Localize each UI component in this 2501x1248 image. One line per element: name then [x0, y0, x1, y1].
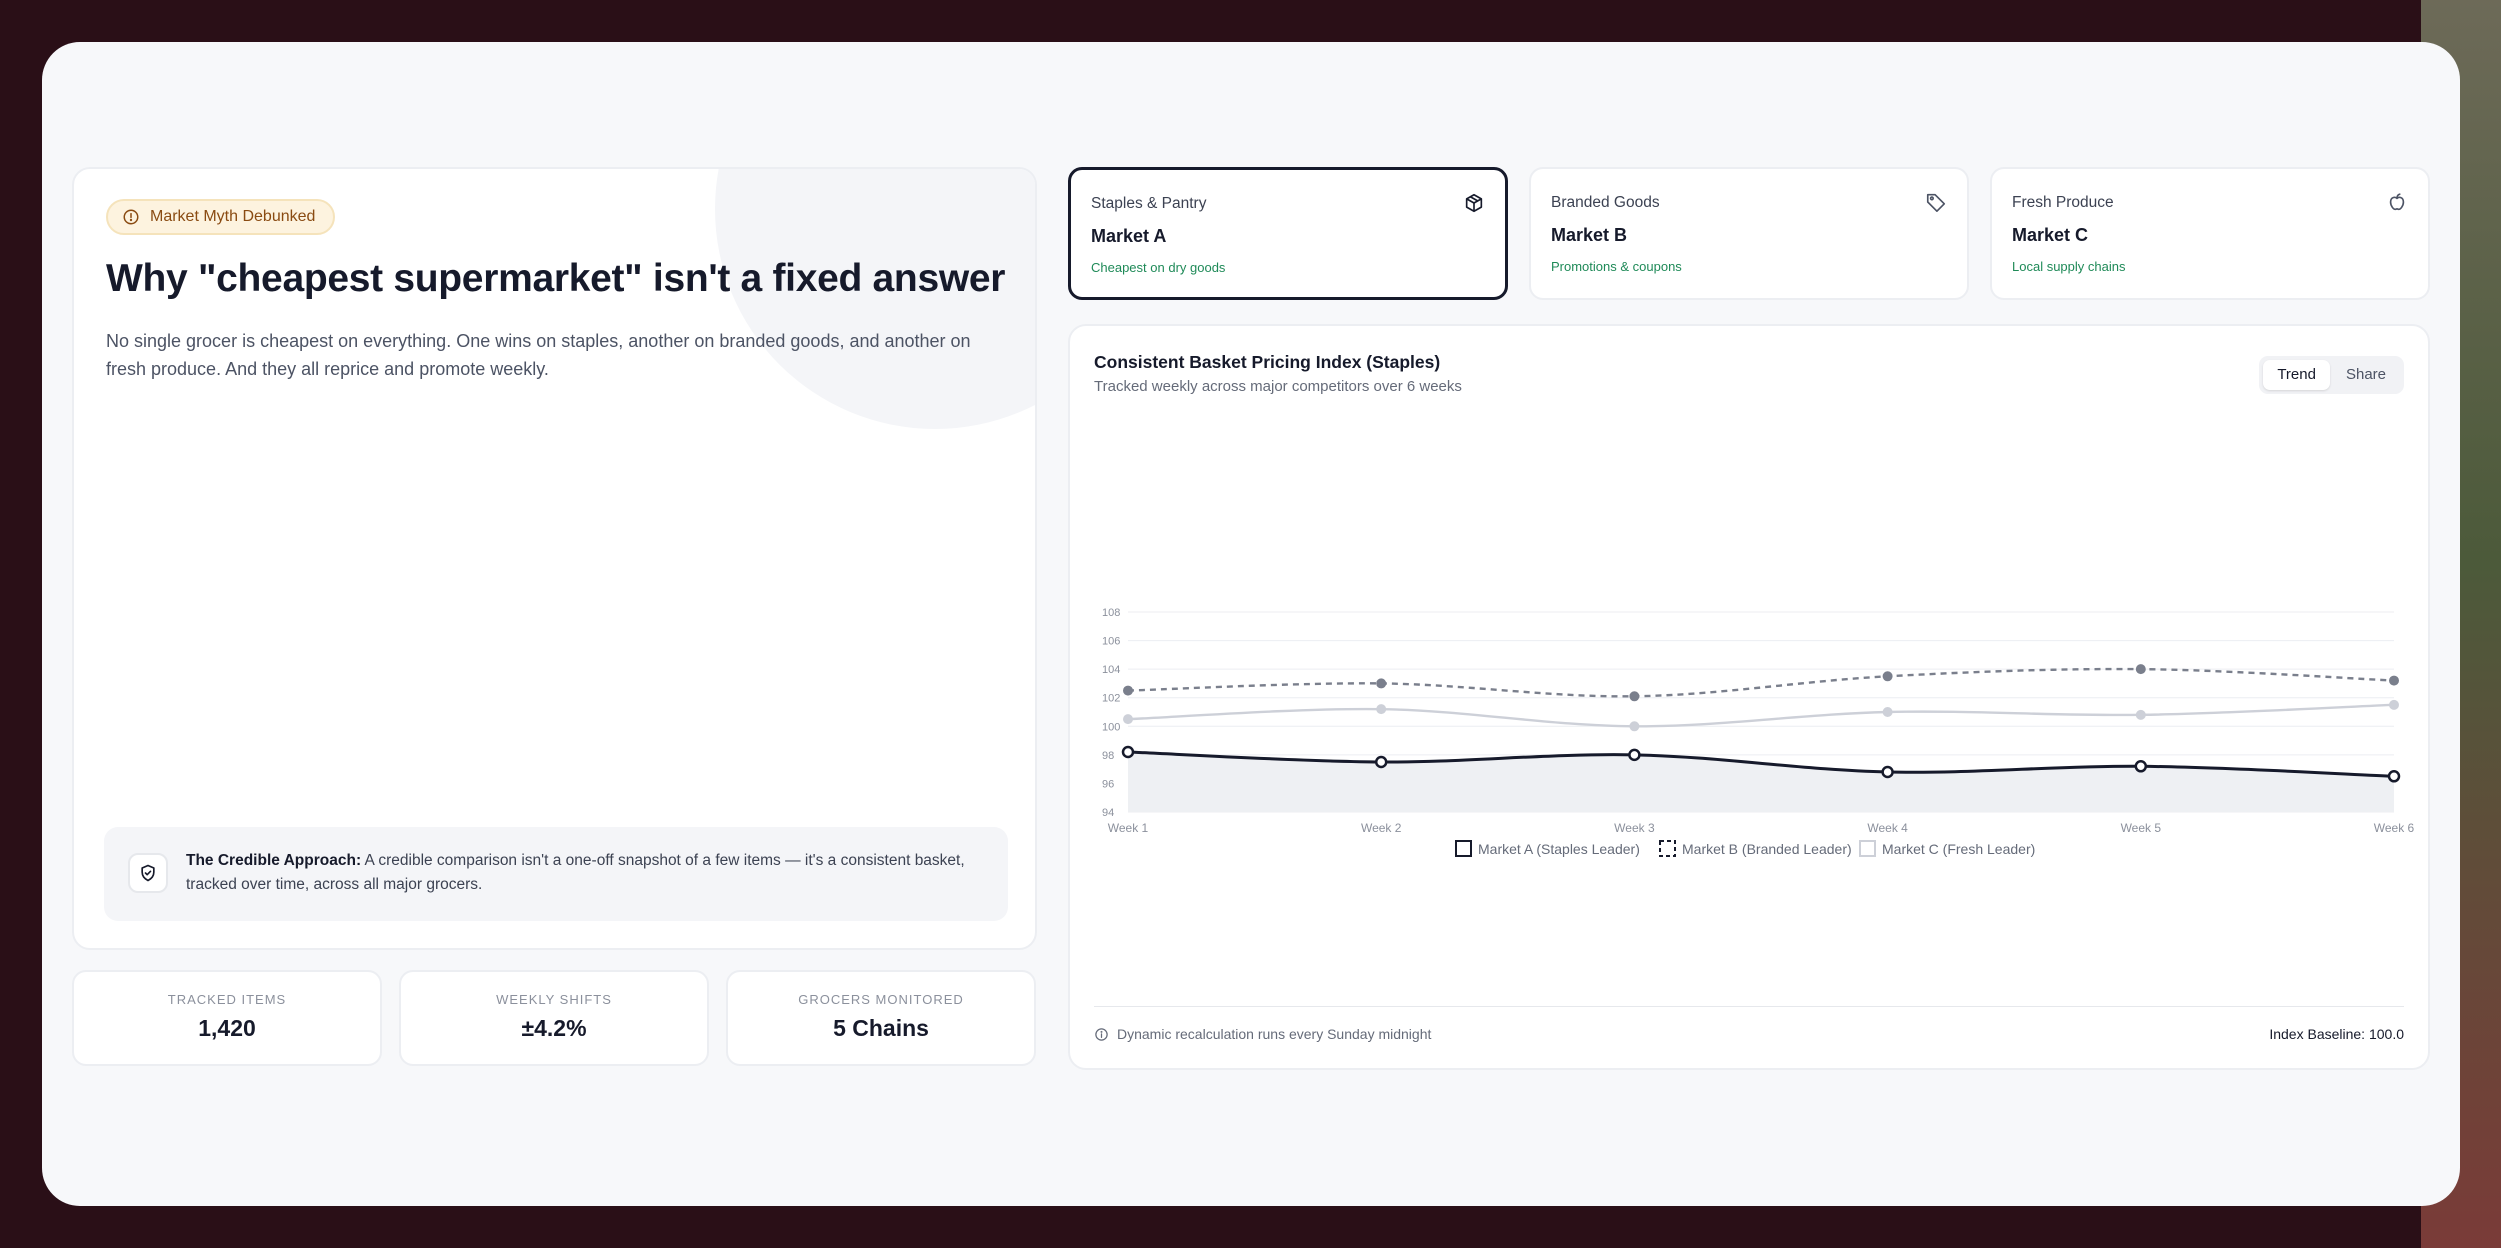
market-card-staples[interactable]: Staples & Pantry Market A Cheapest on dr… [1068, 167, 1508, 300]
data-point-market-a [1121, 745, 1135, 759]
data-point-market-a [2134, 760, 2148, 773]
toggle-share-button[interactable]: Share [2345, 366, 2386, 383]
data-point-market-a [1881, 765, 1894, 779]
y-tick-label: 94 [1102, 807, 1114, 819]
chart-subtitle: Tracked weekly across major competitors … [1094, 378, 1462, 395]
data-point-market-a [1628, 748, 1641, 762]
approach-body: A credible comparison isn't a one-off sn… [186, 852, 965, 893]
legend-label: Market B (Branded Leader) [1682, 841, 1852, 857]
apple-icon [2389, 193, 2405, 211]
market-name: Market A [1091, 226, 1167, 246]
x-tick-label: Week 3 [1614, 821, 1655, 835]
y-tick-label: 96 [1102, 778, 1114, 790]
x-tick-label: Week 5 [2121, 821, 2162, 835]
x-tick-label: Week 2 [1361, 821, 1402, 835]
pricing-index-chart-card: Consistent Basket Pricing Index (Staples… [1068, 324, 2430, 1070]
stat-label: Grocers Monitored [798, 992, 964, 1007]
index-baseline: Index Baseline: 100.0 [2269, 1026, 2404, 1042]
series-area-market-a [1128, 752, 2394, 812]
myth-badge-label: Market Myth Debunked [150, 208, 316, 225]
data-point-market-b [1376, 678, 1387, 689]
data-point-market-c [2135, 709, 2146, 720]
x-tick-label: Week 4 [1867, 821, 1908, 835]
recalculation-note: Dynamic recalculation runs every Sunday … [1094, 1026, 1431, 1042]
series-line-market-b [1127, 667, 2395, 698]
stat-weekly-shifts: Weekly Shifts ±4.2% [399, 970, 709, 1066]
data-point-market-a [1374, 755, 1388, 769]
stat-label: Tracked Items [167, 992, 287, 1007]
legend-swatch [1659, 840, 1676, 857]
stat-grocers-monitored: Grocers Monitored 5 Chains [726, 970, 1036, 1066]
legend-label: Market A (Staples Leader) [1478, 841, 1640, 857]
data-point-market-b [1882, 671, 1893, 682]
chart-title: Consistent Basket Pricing Index (Staples… [1094, 352, 1441, 372]
stat-label: Weekly Shifts [496, 992, 612, 1007]
data-point-market-c [1123, 714, 1133, 725]
data-point-market-b [1629, 691, 1640, 702]
market-subtitle: Local supply chains [2012, 259, 2126, 274]
series-line-market-a [1127, 750, 2395, 778]
package-icon [1465, 193, 1483, 213]
stat-value: 1,420 [198, 1015, 256, 1041]
myth-card: Market Myth Debunked Why "cheapest super… [72, 167, 1037, 950]
approach-lead: The Credible Approach: [186, 852, 362, 869]
stat-tracked-items: Tracked Items 1,420 [72, 970, 382, 1066]
x-tick-label: Week 6 [2374, 821, 2415, 835]
y-tick-label: 100 [1102, 721, 1120, 733]
market-subtitle: Promotions & coupons [1551, 259, 1682, 274]
data-point-market-c [2389, 699, 2399, 710]
x-tick-label: Week 1 [1108, 821, 1149, 835]
stat-value: ±4.2% [521, 1015, 587, 1041]
divider [1094, 1006, 2404, 1007]
market-name: Market C [2012, 225, 2089, 245]
market-category: Branded Goods [1551, 194, 1660, 211]
legend-swatch [1455, 840, 1472, 857]
data-point-market-b [1123, 685, 1133, 696]
alert-circle-icon [123, 209, 139, 225]
hero-body: No single grocer is cheapest on everythi… [106, 331, 971, 379]
market-name: Market B [1551, 225, 1628, 245]
info-icon [1095, 1027, 1108, 1041]
myth-badge: Market Myth Debunked [106, 199, 336, 235]
line-chart: 94 96 98 100 102 104 106 108 Week 1 Week 2 Week 3 W… [1102, 607, 2415, 857]
market-subtitle: Cheapest on dry goods [1091, 260, 1226, 275]
series-line-market-c [1127, 703, 2395, 728]
app-frame: Market Myth Debunked Why "cheapest super… [42, 42, 2460, 1206]
data-point-market-c [1376, 704, 1387, 715]
data-point-market-c [1629, 721, 1640, 732]
stat-value: 5 Chains [833, 1015, 929, 1041]
hero-title: Why "cheapest supermarket" isn't a fixed… [106, 257, 1006, 300]
y-tick-label: 106 [1102, 636, 1120, 648]
market-category: Fresh Produce [2012, 194, 2114, 211]
y-tick-label: 98 [1102, 750, 1114, 762]
data-point-market-a [2387, 770, 2401, 783]
toggle-trend-button[interactable]: Trend [2263, 360, 2330, 390]
recalculation-note-text: Dynamic recalculation runs every Sunday … [1117, 1026, 1432, 1042]
market-card-branded[interactable]: Branded Goods Market B Promotions & coup… [1529, 167, 1969, 300]
legend-swatch [1859, 840, 1876, 857]
tag-icon [1926, 193, 1946, 212]
y-tick-label: 102 [1102, 693, 1120, 705]
market-category: Staples & Pantry [1091, 195, 1207, 212]
data-point-market-b [2135, 664, 2146, 675]
legend-label: Market C (Fresh Leader) [1882, 841, 2035, 857]
credible-approach-callout: The Credible Approach: A credible compar… [104, 827, 1008, 921]
data-point-market-c [1882, 707, 1893, 717]
chart-view-toggle: Trend Share [2259, 356, 2404, 394]
market-card-produce[interactable]: Fresh Produce Market C Local supply chai… [1990, 167, 2430, 300]
y-tick-label: 104 [1102, 664, 1120, 676]
data-point-market-b [2389, 675, 2399, 686]
approach-text: The Credible Approach: A credible compar… [186, 849, 986, 897]
y-tick-label: 108 [1102, 607, 1120, 619]
shield-check-icon [128, 853, 168, 893]
